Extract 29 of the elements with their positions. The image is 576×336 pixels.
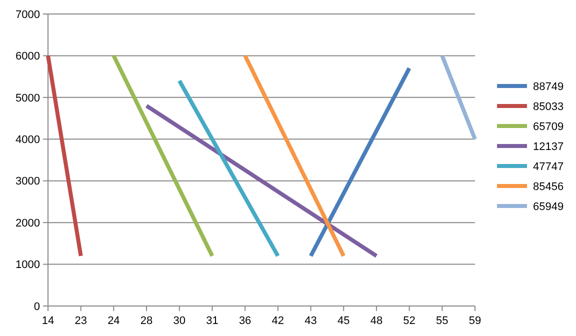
x-tick-label: 31 bbox=[206, 315, 218, 327]
x-tick-label: 42 bbox=[272, 315, 284, 327]
legend-label: 47747 bbox=[533, 160, 564, 173]
y-tick-label: 2000 bbox=[16, 217, 40, 230]
x-tick-label: 45 bbox=[337, 315, 350, 327]
legend-label: 85456 bbox=[533, 180, 564, 193]
x-tick-label: 48 bbox=[370, 315, 383, 327]
x-tick-label: 23 bbox=[74, 315, 87, 327]
y-tick-label: 4000 bbox=[16, 134, 40, 146]
x-tick-label: 59 bbox=[468, 315, 482, 327]
y-tick-label: 3000 bbox=[16, 176, 40, 188]
legend-label: 65709 bbox=[533, 120, 564, 133]
y-tick-label: 6000 bbox=[16, 50, 40, 63]
x-tick-label: 30 bbox=[173, 315, 186, 327]
x-tick-label: 24 bbox=[108, 315, 120, 327]
y-tick-label: 7000 bbox=[16, 8, 40, 21]
y-tick-label: 5000 bbox=[16, 92, 40, 104]
x-tick-label: 52 bbox=[403, 315, 416, 327]
x-tick-label: 43 bbox=[304, 315, 317, 327]
x-tick-label: 55 bbox=[436, 315, 448, 327]
x-tick-label: 14 bbox=[42, 315, 54, 327]
legend-label: 12137 bbox=[533, 140, 564, 153]
y-tick-label: 1000 bbox=[16, 259, 40, 272]
x-tick-label: 28 bbox=[140, 315, 153, 327]
legend-label: 65949 bbox=[533, 200, 564, 213]
legend-label: 85033 bbox=[533, 100, 564, 113]
y-tick-label: 0 bbox=[34, 300, 40, 313]
legend-label: 88749 bbox=[533, 80, 564, 93]
x-tick-label: 36 bbox=[238, 315, 252, 327]
